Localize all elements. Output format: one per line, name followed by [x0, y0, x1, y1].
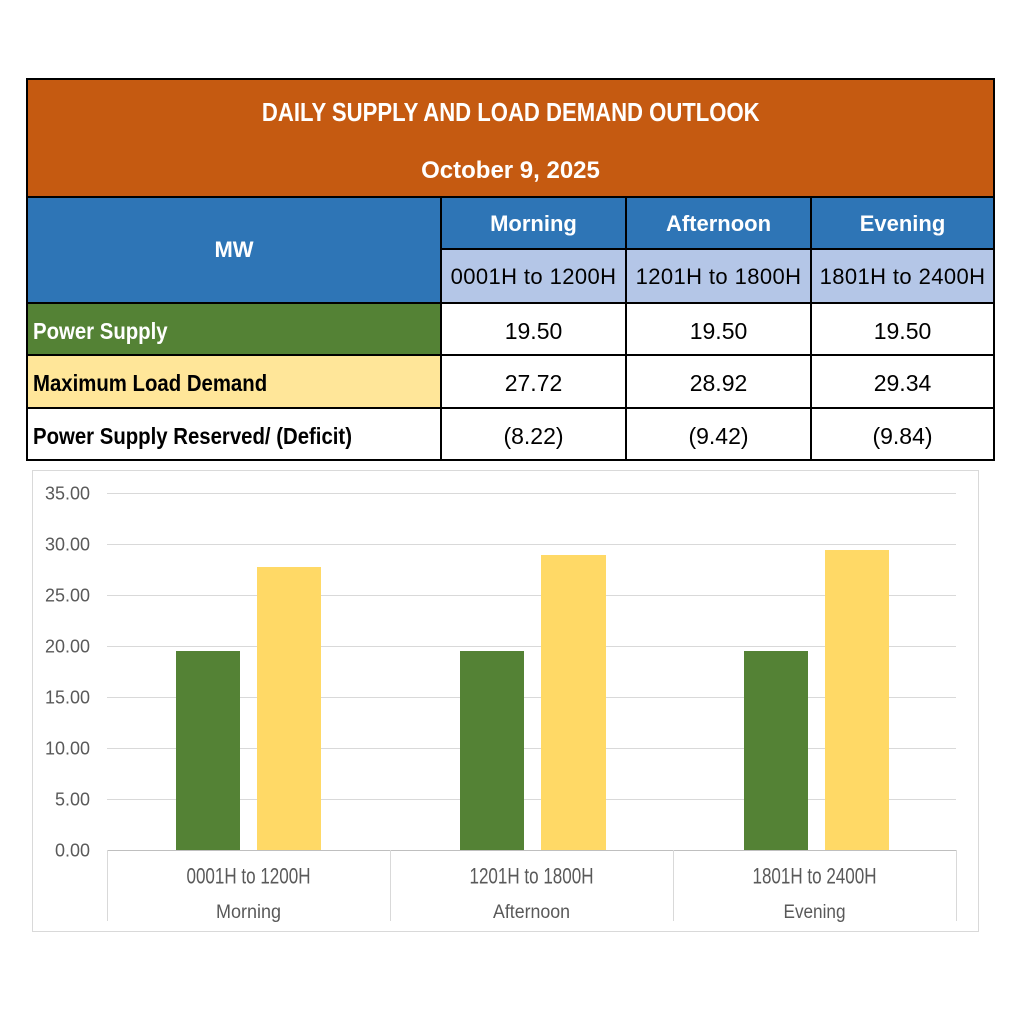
svg-text:1801H to 2400H: 1801H to 2400H [753, 864, 877, 889]
svg-text:35.00: 35.00 [45, 484, 90, 504]
svg-text:Afternoon: Afternoon [493, 902, 570, 923]
svg-text:15.00: 15.00 [45, 688, 90, 708]
svg-text:Evening: Evening [784, 902, 846, 923]
svg-text:0.00: 0.00 [55, 841, 90, 861]
svg-text:1201H to 1800H: 1201H to 1800H [470, 864, 594, 889]
svg-text:10.00: 10.00 [45, 739, 90, 759]
svg-text:30.00: 30.00 [45, 535, 90, 555]
svg-text:25.00: 25.00 [45, 586, 90, 606]
svg-text:20.00: 20.00 [45, 637, 90, 657]
svg-text:Morning: Morning [216, 902, 281, 923]
svg-text:0001H to 1200H: 0001H to 1200H [187, 864, 311, 889]
svg-text:5.00: 5.00 [55, 790, 90, 810]
